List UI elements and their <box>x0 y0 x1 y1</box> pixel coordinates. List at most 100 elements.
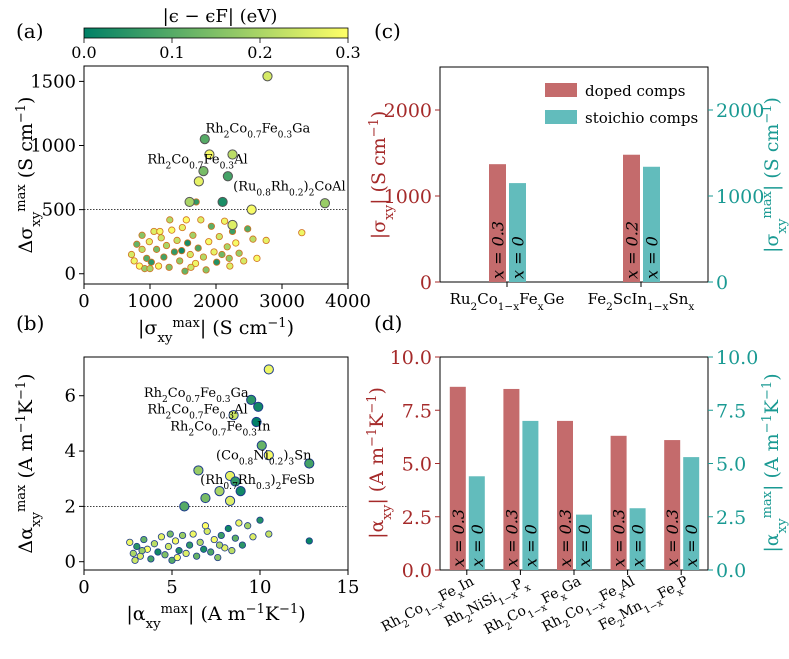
scatter-point-large <box>253 401 264 412</box>
bar-doped <box>664 440 681 570</box>
scatter-point <box>178 223 186 232</box>
scatter-point-large <box>263 364 274 375</box>
scatter-point <box>162 241 171 250</box>
bar-label-doped: x = 0.3 <box>663 509 682 567</box>
point-annotation: (Co0.8Ni0.2)3Sn <box>216 448 312 467</box>
panel-label-c: (c) <box>374 19 401 43</box>
scatter-point <box>182 549 190 558</box>
right-y-axis-label: |αxymax| (A m−1K−1) <box>760 373 789 552</box>
right-y-tick-label: 2000 <box>716 100 764 122</box>
bar-doped <box>449 386 466 570</box>
colorbar-tick-label: 0.2 <box>247 43 272 62</box>
scatter-point <box>133 240 141 248</box>
bar-label-stoichio: x = 0 <box>682 524 701 567</box>
bar-stoichio <box>629 508 646 570</box>
bar-label-stoichio: x = 0 <box>521 524 540 567</box>
scatter-point <box>154 262 163 270</box>
x-tick-label: 10 <box>249 577 272 598</box>
scatter-point <box>210 535 218 544</box>
scatter-point <box>165 263 173 271</box>
scatter-point <box>207 222 215 230</box>
right-y-tick-label: 2.5 <box>716 507 746 529</box>
scatter-point <box>171 537 180 545</box>
scatter-point-large <box>184 196 195 208</box>
scatter-point <box>235 519 243 527</box>
right-y-tick-label: 1000 <box>716 186 764 208</box>
scatter-point <box>175 547 183 555</box>
point-annotation: (Rh0.7Rh0.3)2FeSb <box>200 473 314 492</box>
scatter-point <box>223 243 231 251</box>
right-y-tick-label: 7.5 <box>716 400 746 422</box>
point-annotation: Rh2Co0.7Fe0.3Al <box>147 403 247 422</box>
scatter-point <box>253 254 261 262</box>
x-tick-label: 0 <box>78 291 89 312</box>
scatter-point <box>166 530 174 538</box>
scatter-point <box>244 522 252 530</box>
x-tick-label: 4000 <box>325 291 371 312</box>
scatter-point-large <box>222 171 233 182</box>
scatter-point <box>143 254 151 262</box>
right-y-tick-label: 0 <box>716 272 728 294</box>
scatter-point <box>218 250 226 259</box>
scatter-point <box>205 238 213 246</box>
point-annotation: Rh2Co0.7Fe0.3In <box>170 419 271 438</box>
left-y-tick-label: 0.0 <box>402 560 432 582</box>
category-label: Ru2Co1−xFexGe <box>450 290 565 313</box>
y-tick-label: 1500 <box>30 71 76 92</box>
scatter-point <box>186 541 194 549</box>
left-y-tick-label: 7.5 <box>402 400 432 422</box>
scatter-point <box>168 226 176 234</box>
left-y-tick-label: 1000 <box>384 186 432 208</box>
left-y-tick-label: 5.0 <box>402 454 432 476</box>
scatter-point <box>140 535 148 544</box>
scatter-point-large <box>198 166 209 177</box>
category-label: Fe2ScIn1−xSnx <box>588 290 695 313</box>
left-y-tick-label: 2.5 <box>402 507 432 529</box>
panel-a-scatter: 0 1000 2000 3000 4000 0 500 1000 1500 Rh2Co0.7Fe0… <box>14 65 371 346</box>
x-tick-label: 1000 <box>127 291 173 312</box>
scatter-point-large <box>214 486 225 497</box>
scatter-point <box>224 524 232 533</box>
scatter-point <box>220 217 229 225</box>
scatter-point <box>166 216 174 224</box>
scatter-point <box>199 253 208 261</box>
scatter-point <box>213 258 221 266</box>
scatter-point <box>145 238 153 246</box>
scatter-point <box>197 216 205 224</box>
scatter-point <box>184 239 192 247</box>
plot-frame <box>83 356 349 571</box>
scatter-point <box>154 548 162 556</box>
scatter-point-large <box>246 394 257 405</box>
point-annotation: Rh2Co0.7Fe0.3Al <box>147 152 247 171</box>
legend: doped comps stoichio comps <box>545 82 698 127</box>
colorbar-ticks: 0.0 0.1 0.2 0.3 <box>71 38 361 62</box>
scatter-point <box>207 548 215 556</box>
bar-doped <box>503 388 520 570</box>
y-tick-label: 500 <box>42 200 76 221</box>
left-y-axis-label: |αxy| (A m−1K−1) <box>365 387 395 539</box>
scatter-point <box>173 236 181 244</box>
scatter-point <box>129 549 137 558</box>
point-annotation: (Ru0.8Rh0.2)2CoAl <box>233 179 346 198</box>
scatter-point <box>249 235 257 243</box>
scatter-point <box>240 257 248 265</box>
bar-label-doped: x = 0.3 <box>502 509 521 567</box>
scatter-point <box>176 257 184 265</box>
x-tick-label: 2000 <box>193 291 239 312</box>
scatter-point <box>146 265 154 273</box>
scatter-point <box>178 531 187 540</box>
scatter-point-large <box>200 492 211 504</box>
scatter-point <box>193 552 201 560</box>
scatter-point <box>187 263 195 271</box>
scatter-point <box>210 248 218 256</box>
scatter-point <box>228 547 236 555</box>
point-annotation: Rh2Co0.7Fe0.3Ga <box>144 386 249 405</box>
scatter-point-large <box>204 149 215 160</box>
scatter-point <box>298 229 306 237</box>
scatter-point-large <box>179 501 190 512</box>
category-label: Rh2Co1−xFexGa <box>482 573 586 641</box>
bar-stoichio <box>509 183 526 282</box>
scatter-point <box>138 231 146 239</box>
left-y-tick-label: 2000 <box>384 100 432 122</box>
scatter-point <box>238 541 246 549</box>
